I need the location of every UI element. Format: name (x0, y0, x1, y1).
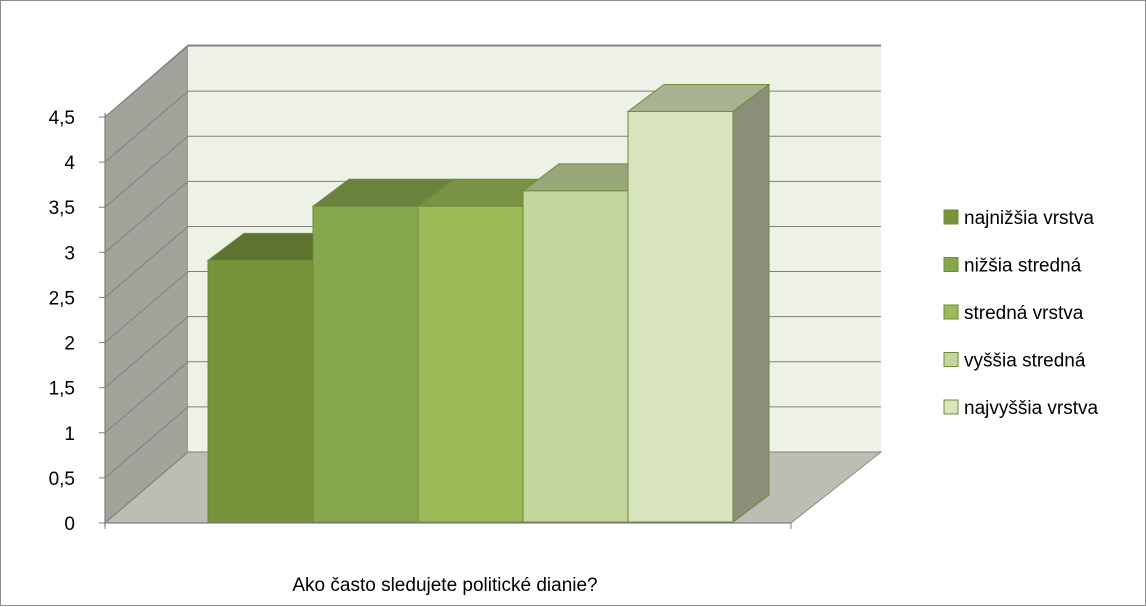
bar-front-face (627, 110, 734, 523)
legend-item: stredná vrstva (943, 303, 1084, 324)
legend-item: vyššia stredná (943, 351, 1086, 372)
bar-side-face (732, 83, 770, 523)
legend-swatch (943, 399, 959, 415)
bars (206, 83, 771, 523)
legend-label: najnižšia vrstva (964, 208, 1094, 229)
y-tick-label: 1,5 (49, 379, 75, 400)
legend-item: nižšia stredná (943, 256, 1082, 277)
legend-swatch (943, 257, 959, 272)
legend: najnižšia vrstva nižšia stredná stredná vr… (943, 208, 1099, 419)
y-tick-label: 0,5 (49, 469, 75, 490)
bar-front-face (417, 205, 524, 523)
y-tick-label: 2,5 (49, 288, 75, 309)
legend-swatch (943, 209, 959, 225)
legend-swatch (943, 352, 959, 367)
bar-5 (626, 83, 771, 523)
legend-item: najvyššia vrstva (943, 398, 1099, 419)
gridline-side (104, 361, 189, 434)
bar-front-face (522, 190, 629, 523)
legend-label: nižšia stredná (964, 256, 1082, 277)
legend-label: stredná vrstva (964, 303, 1084, 324)
bar-front-face (312, 205, 419, 523)
gridline-side (104, 45, 189, 118)
gridline-side (104, 135, 189, 208)
gridline-side (104, 90, 189, 163)
y-tick-label: 3,5 (49, 198, 75, 219)
x-axis-label: Ako často sledujete politické dianie? (292, 575, 597, 596)
gridline-side (104, 406, 189, 479)
y-tick-label: 4,5 (49, 108, 75, 129)
y-tick-label: 0 (64, 514, 75, 535)
y-tick-label: 4 (64, 153, 75, 174)
gridline-side (104, 180, 189, 253)
y-tick-label: 1 (64, 424, 75, 445)
side-wall (104, 43, 189, 525)
legend-swatch (943, 304, 959, 320)
legend-label: vyššia stredná (964, 351, 1086, 372)
gridline-side (104, 316, 189, 389)
y-tick-labels: 0 0,5 1 1,5 2 2,5 3 3,5 4 4,5 (49, 108, 76, 535)
y-tick-label: 2 (64, 334, 75, 355)
gridline-side (104, 271, 189, 343)
gridline-side (104, 451, 189, 524)
legend-label: najvyššia vrstva (964, 398, 1099, 419)
gridline-side (104, 226, 189, 298)
axes (99, 44, 881, 529)
legend-item: najnižšia vrstva (943, 208, 1094, 229)
bar-front-face (207, 259, 314, 523)
y-tick-label: 3 (64, 243, 75, 264)
